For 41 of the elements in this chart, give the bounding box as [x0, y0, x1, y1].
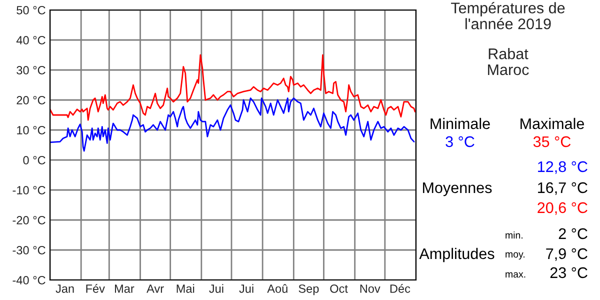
y-tick-label: -30 °C: [12, 246, 46, 254]
x-tick-label: Mar: [115, 284, 134, 293]
x-tick-label: Jui: [209, 284, 224, 293]
y-tick-label: 40 °C: [16, 36, 46, 44]
y-tick-label: 10 °C: [17, 126, 46, 134]
text: Températures de l'année 2019: [451, 2, 565, 30]
text: min.: [506, 231, 522, 239]
text: 16,7 °C: [538, 182, 588, 195]
text: moy.: [506, 252, 524, 260]
x-tick-label: Nov: [360, 284, 380, 293]
text: 23 °C: [550, 267, 588, 278]
x-tick-label: Sep: [298, 284, 319, 296]
text: 20,6 °C: [538, 202, 588, 215]
x-tick-label: Déc: [390, 284, 410, 293]
y-tick-label: 30 °C: [16, 66, 46, 74]
text: Rabat Maroc: [488, 48, 529, 76]
x-tick-label: Jui: [239, 284, 254, 293]
line-series: [50, 98, 415, 152]
text: Amplitudes: [419, 248, 494, 262]
text: 3 °C: [446, 136, 474, 148]
y-tick-label: 50 °C: [16, 6, 46, 14]
y-tick-label: -40 °C: [12, 276, 46, 284]
text: 2 °C: [558, 228, 588, 240]
text: max.: [506, 272, 526, 278]
text: Minimale: [430, 118, 490, 130]
x-tick-label: Mai: [176, 284, 194, 293]
text: 35 °C: [533, 136, 571, 148]
y-tick-label: -10 °C: [12, 186, 46, 194]
x-tick-label: Avr: [146, 284, 164, 293]
line-series: [50, 54, 416, 121]
text: 12,8 °C: [538, 161, 588, 174]
y-tick-label: -20 °C: [12, 216, 46, 224]
y-tick-label: 0 °C: [23, 156, 46, 164]
x-tick-label: Aoû: [267, 284, 288, 293]
x-tick-label: Jan: [56, 284, 74, 293]
x-tick-label: Fév: [86, 284, 105, 293]
text: 7,9 °C: [546, 248, 588, 261]
text: Maximale: [520, 118, 584, 130]
text: Moyennes: [423, 182, 492, 196]
y-tick-label: 20 °C: [16, 96, 46, 104]
x-tick-label: Oct: [330, 284, 348, 293]
